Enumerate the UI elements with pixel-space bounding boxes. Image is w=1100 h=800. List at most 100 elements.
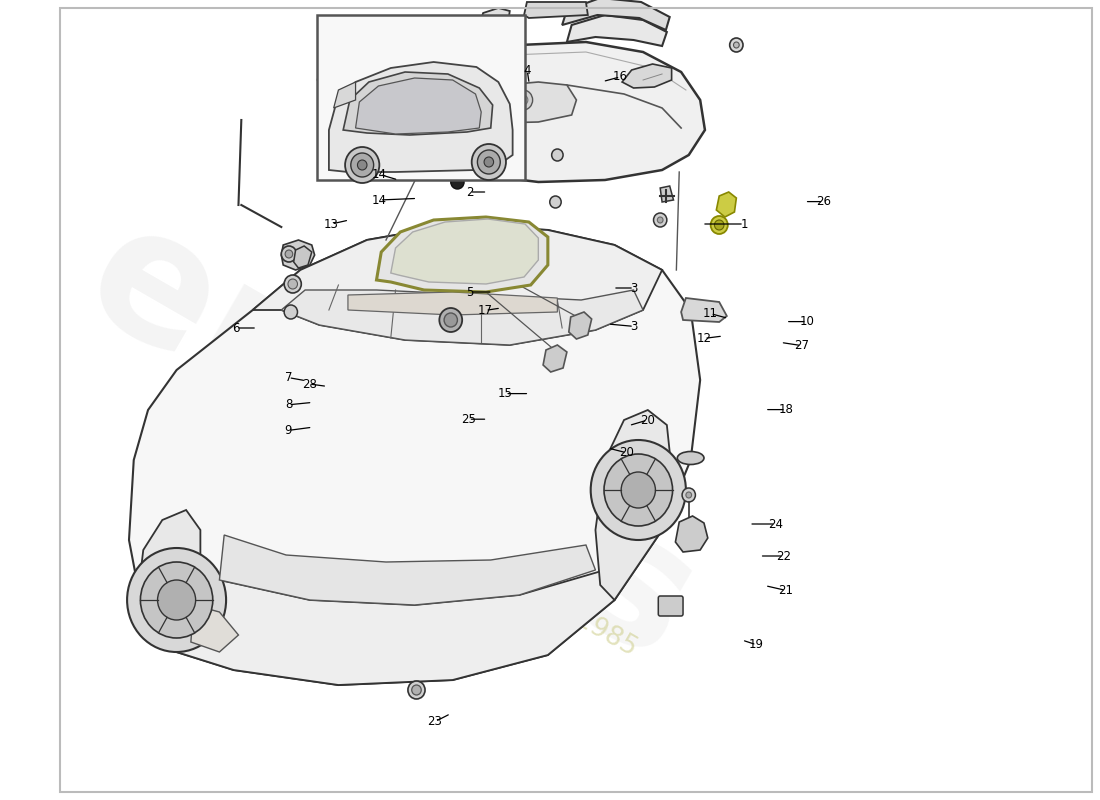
- Circle shape: [408, 681, 425, 699]
- Polygon shape: [595, 410, 672, 600]
- Polygon shape: [177, 570, 615, 685]
- Text: 4: 4: [524, 64, 531, 77]
- Text: 3: 3: [630, 320, 638, 333]
- Polygon shape: [282, 290, 644, 345]
- Text: artes: artes: [180, 282, 725, 698]
- Circle shape: [443, 152, 459, 168]
- Circle shape: [367, 20, 376, 30]
- Polygon shape: [376, 40, 397, 68]
- Circle shape: [284, 275, 301, 293]
- Circle shape: [477, 150, 500, 174]
- Circle shape: [514, 90, 532, 110]
- Ellipse shape: [678, 451, 704, 465]
- Polygon shape: [390, 219, 538, 284]
- Polygon shape: [318, 58, 340, 86]
- Circle shape: [621, 472, 656, 508]
- Polygon shape: [569, 312, 592, 339]
- Circle shape: [345, 147, 379, 183]
- Text: 27: 27: [794, 339, 810, 352]
- Text: 28: 28: [301, 378, 317, 390]
- Polygon shape: [333, 82, 355, 108]
- Circle shape: [604, 454, 672, 526]
- Polygon shape: [191, 605, 239, 652]
- FancyBboxPatch shape: [318, 15, 525, 180]
- Text: 3: 3: [630, 282, 638, 294]
- Polygon shape: [219, 535, 595, 605]
- Polygon shape: [675, 516, 707, 552]
- Polygon shape: [139, 510, 200, 652]
- Text: 24: 24: [768, 518, 783, 530]
- Circle shape: [552, 149, 563, 161]
- Text: 13: 13: [323, 218, 339, 230]
- Text: 25: 25: [461, 413, 476, 426]
- Circle shape: [682, 488, 695, 502]
- Circle shape: [284, 305, 297, 319]
- Polygon shape: [480, 8, 509, 29]
- Circle shape: [282, 246, 297, 262]
- Polygon shape: [660, 186, 673, 202]
- Text: 8: 8: [285, 398, 293, 411]
- Polygon shape: [415, 42, 705, 182]
- Polygon shape: [716, 192, 736, 217]
- Polygon shape: [343, 72, 493, 135]
- Circle shape: [439, 308, 462, 332]
- Text: a passion for parts since 1985: a passion for parts since 1985: [283, 439, 641, 661]
- Text: 26: 26: [816, 195, 831, 208]
- Text: 11: 11: [703, 307, 718, 320]
- Polygon shape: [681, 298, 727, 322]
- Circle shape: [518, 95, 528, 105]
- Circle shape: [658, 217, 663, 223]
- Text: 16: 16: [613, 70, 628, 83]
- Circle shape: [734, 42, 739, 48]
- Text: 2: 2: [466, 186, 473, 198]
- Text: 14: 14: [372, 168, 387, 181]
- Circle shape: [411, 685, 421, 695]
- Polygon shape: [329, 62, 513, 172]
- Circle shape: [591, 440, 686, 540]
- Polygon shape: [355, 78, 481, 134]
- Text: 15: 15: [498, 387, 513, 400]
- Text: 6: 6: [232, 322, 240, 334]
- Polygon shape: [294, 246, 311, 268]
- Circle shape: [472, 144, 506, 180]
- Polygon shape: [348, 292, 558, 315]
- Polygon shape: [562, 0, 670, 30]
- Circle shape: [447, 156, 454, 164]
- Circle shape: [711, 216, 728, 234]
- Circle shape: [285, 250, 293, 258]
- Polygon shape: [253, 225, 662, 345]
- Text: 9: 9: [285, 424, 293, 437]
- Text: 10: 10: [800, 315, 814, 328]
- Circle shape: [128, 548, 227, 652]
- Polygon shape: [524, 2, 587, 18]
- Text: 20: 20: [619, 446, 634, 459]
- Text: 14: 14: [372, 194, 387, 206]
- Polygon shape: [376, 217, 548, 292]
- Circle shape: [550, 196, 561, 208]
- Text: 19: 19: [749, 638, 764, 651]
- Circle shape: [141, 562, 212, 638]
- Circle shape: [444, 313, 458, 327]
- Text: 12: 12: [696, 332, 712, 345]
- Text: 21: 21: [779, 584, 793, 597]
- Polygon shape: [441, 38, 454, 52]
- Polygon shape: [129, 225, 701, 685]
- Circle shape: [358, 160, 367, 170]
- Circle shape: [729, 38, 743, 52]
- Circle shape: [686, 492, 692, 498]
- Text: 18: 18: [779, 403, 793, 416]
- Circle shape: [157, 580, 196, 620]
- Circle shape: [653, 213, 667, 227]
- Text: 1: 1: [740, 218, 748, 230]
- Polygon shape: [543, 345, 566, 372]
- Text: 20: 20: [640, 414, 656, 426]
- Circle shape: [484, 157, 494, 167]
- Text: europ: europ: [56, 186, 658, 634]
- FancyBboxPatch shape: [658, 596, 683, 616]
- Text: 23: 23: [428, 715, 442, 728]
- Circle shape: [351, 153, 374, 177]
- Polygon shape: [282, 240, 315, 270]
- Text: 17: 17: [477, 304, 493, 317]
- Circle shape: [715, 220, 724, 230]
- Circle shape: [451, 175, 464, 189]
